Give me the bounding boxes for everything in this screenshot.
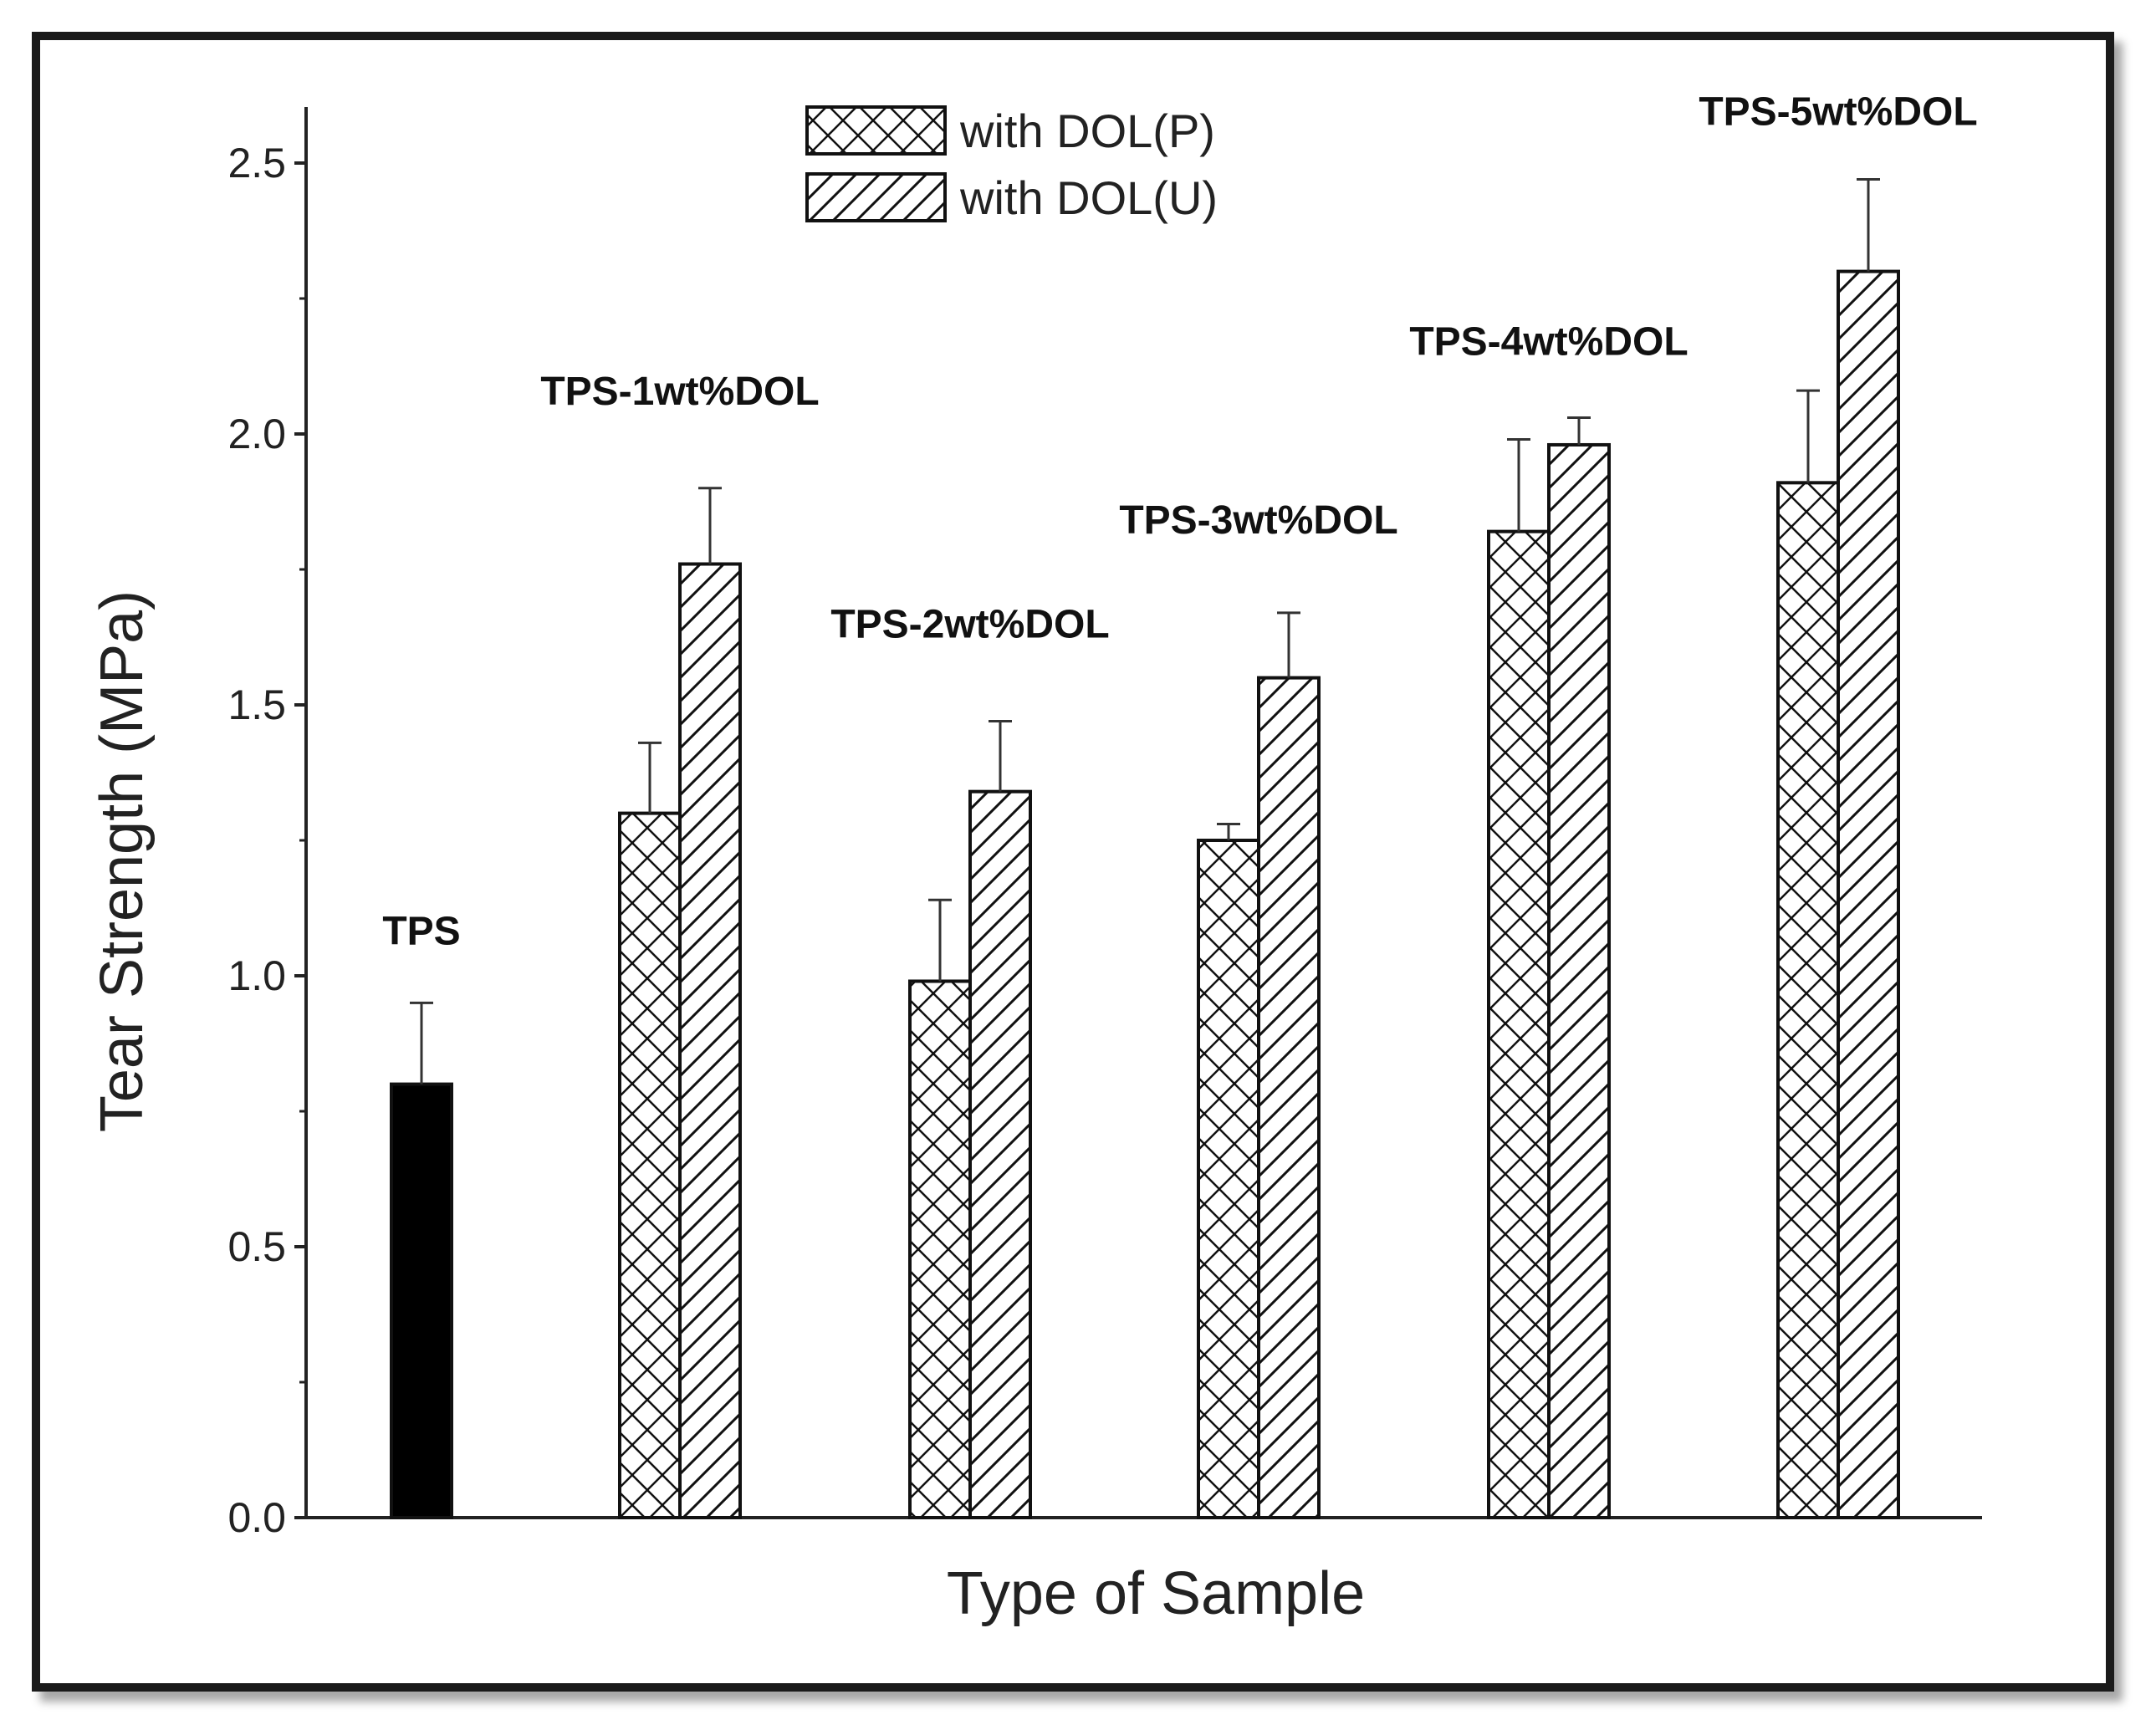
error-bars	[410, 177, 1880, 1085]
y-tick-label: 0.0	[227, 1494, 286, 1541]
legend-swatch-with-dol-u	[805, 172, 947, 222]
bar-with-dol-p-5	[1776, 481, 1840, 1520]
group-label-2: TPS-2wt%DOL	[830, 602, 1109, 646]
bar-with-dol-u-4	[1547, 442, 1611, 1520]
group-label-3: TPS-3wt%DOL	[1119, 498, 1397, 543]
bars	[390, 269, 1900, 1520]
y-axis-title: Tear Strength (MPa)	[89, 590, 156, 1132]
bar-with-dol-u-3	[1257, 676, 1321, 1519]
bar-with-dol-p-4	[1487, 529, 1551, 1519]
bar-with-dol-p-3	[1197, 839, 1260, 1519]
bar-with-dol-p-1	[618, 811, 682, 1519]
figure-frame	[32, 32, 2114, 1692]
group-labels: TPS TPS-1wt%DOL TPS-2wt%DOL TPS-3wt%DOL TPS-…	[382, 89, 1977, 953]
legend-label-with-dol-p: with DOL(P)	[959, 105, 1215, 157]
legend: with DOL(P) with DOL(U)	[805, 105, 1218, 224]
group-label-1: TPS-1wt%DOL	[540, 370, 819, 414]
group-label-0: TPS	[382, 909, 460, 953]
y-tick-label: 1.5	[227, 681, 286, 728]
y-tick-label: 1.0	[227, 952, 286, 999]
legend-label-with-dol-u: with DOL(U)	[959, 171, 1218, 224]
legend-swatch-with-dol-p	[805, 105, 947, 156]
y-ticks: 0.0 0.5 1.0 1.5 2.0 2.5	[227, 140, 306, 1541]
bar-tps-0	[390, 1082, 453, 1519]
y-tick-label: 0.5	[227, 1223, 286, 1270]
y-tick-label: 2.0	[227, 411, 286, 457]
bar-with-dol-u-1	[678, 562, 742, 1519]
bar-with-dol-u-5	[1837, 269, 1900, 1520]
axes	[304, 107, 1982, 1519]
bar-with-dol-u-2	[968, 789, 1032, 1519]
bar-with-dol-p-2	[908, 979, 972, 1519]
group-label-5: TPS-5wt%DOL	[1699, 89, 1977, 134]
group-label-4: TPS-4wt%DOL	[1409, 320, 1688, 365]
x-axis-title: Type of Sample	[947, 1560, 1365, 1627]
y-tick-label: 2.5	[227, 140, 286, 186]
